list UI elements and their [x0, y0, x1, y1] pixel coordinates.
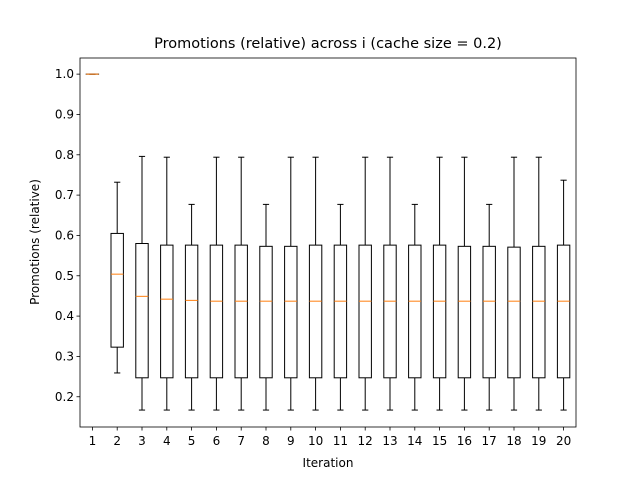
x-tick-label: 19 — [531, 434, 546, 448]
y-tick-label: 0.6 — [55, 228, 74, 242]
x-tick-label: 10 — [308, 434, 323, 448]
x-tick-label: 17 — [482, 434, 497, 448]
x-tick-label: 16 — [457, 434, 472, 448]
chart-title: Promotions (relative) across i (cache si… — [154, 36, 502, 52]
y-tick-label: 0.3 — [55, 349, 74, 363]
x-tick-label: 2 — [113, 434, 121, 448]
x-tick-label: 13 — [382, 434, 397, 448]
x-axis-label: Iteration — [303, 456, 354, 470]
y-tick-label: 1.0 — [55, 67, 74, 81]
x-tick-label: 1 — [89, 434, 97, 448]
x-tick-label: 5 — [188, 434, 196, 448]
x-tick-label: 6 — [213, 434, 221, 448]
x-tick-label: 9 — [287, 434, 295, 448]
x-tick-label: 8 — [262, 434, 270, 448]
y-tick-label: 0.7 — [55, 188, 74, 202]
y-tick-label: 0.2 — [55, 390, 74, 404]
x-tick-label: 4 — [163, 434, 171, 448]
y-tick-label: 0.4 — [55, 309, 74, 323]
x-tick-label: 15 — [432, 434, 447, 448]
x-tick-label: 14 — [407, 434, 422, 448]
y-tick-label: 0.8 — [55, 148, 74, 162]
x-tick-label: 20 — [556, 434, 571, 448]
x-tick-label: 7 — [237, 434, 245, 448]
x-tick-label: 3 — [138, 434, 146, 448]
x-tick-label: 11 — [333, 434, 348, 448]
y-axis-label: Promotions (relative) — [28, 179, 42, 305]
y-tick-label: 0.5 — [55, 269, 74, 283]
y-tick-label: 0.9 — [55, 107, 74, 121]
x-tick-label: 12 — [358, 434, 373, 448]
x-tick-label: 18 — [506, 434, 521, 448]
